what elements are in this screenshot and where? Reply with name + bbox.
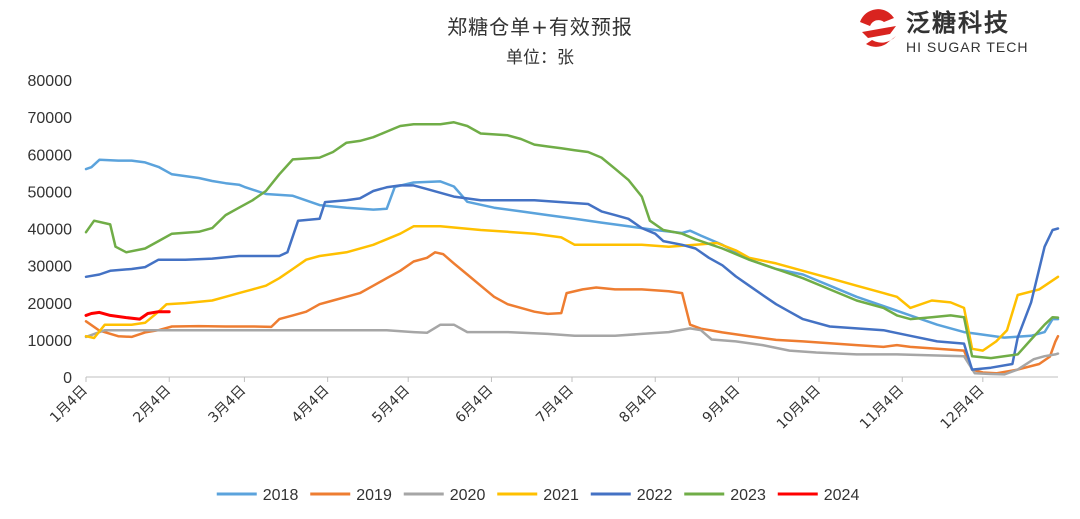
legend: 2018 2019 2020 2021 2022 2023 2024 [216,487,860,504]
legend-label: 2018 [263,487,299,504]
series-layer [84,121,1060,376]
y-tick-label: 50000 [28,184,73,201]
y-tick-label: 60000 [28,147,73,164]
y-tick-label: 0 [63,370,72,387]
legend-item-2022: 2022 [590,487,673,504]
x-tick-label: 5月4日 [369,383,413,427]
legend-label: 2022 [637,487,673,504]
y-axis: 0 10000 20000 30000 40000 50000 60000 70000 8000… [28,73,73,387]
legend-label: 2020 [450,487,486,504]
x-tick-label: 2月4日 [130,383,174,427]
legend-item-2023: 2023 [684,487,766,504]
legend-item-2020: 2020 [403,487,486,504]
x-tick-label: 12月4日 [938,383,988,433]
logo-name-cn: 泛糖科技 [906,9,1010,37]
y-tick-label: 70000 [28,110,73,127]
legend-label: 2023 [730,487,766,504]
chart-title: 郑糖仓单+有效预报 [447,15,633,39]
legend-item-2021: 2021 [497,487,579,504]
chart-subtitle: 单位：张 [506,48,574,68]
x-tick-label: 11月4日 [857,383,907,433]
x-tick-label: 4月4日 [289,383,333,427]
logo-name-en: HI SUGAR TECH [906,39,1028,55]
y-tick-label: 40000 [28,222,73,239]
series-line-2024 [84,310,171,321]
series-line-2021 [84,225,1060,352]
series-line-2018 [84,158,1060,339]
legend-label: 2021 [543,487,579,504]
legend-item-2018: 2018 [216,487,299,504]
y-tick-label: 10000 [28,333,73,350]
logo-mark-icon [858,8,898,48]
legend-item-2019: 2019 [310,487,392,504]
series-line-2019 [84,251,1060,375]
y-tick-label: 80000 [28,73,73,90]
series-line-2023 [84,121,1060,360]
x-tick-label: 6月4日 [453,383,497,427]
x-tick-label: 1月4日 [47,383,91,427]
x-tick-label: 8月4日 [616,383,660,427]
legend-item-2024: 2024 [777,487,860,504]
x-tick-label: 10月4日 [774,383,824,433]
series-line-2020 [84,323,1060,376]
legend-label: 2019 [356,487,392,504]
logo: 泛糖科技 HI SUGAR TECH [858,8,1028,55]
x-axis: 1月4日 2月4日 3月4日 4月4日 5月4日 6月4日 7月4日 8月4日 9月4日 10月4… [47,376,1058,433]
y-tick-label: 30000 [28,259,73,276]
x-tick-label: 3月4日 [206,383,250,427]
y-tick-label: 20000 [28,296,73,313]
x-tick-label: 7月4日 [533,383,577,427]
legend-label: 2024 [824,487,860,504]
x-tick-label: 9月4日 [700,383,744,427]
series-line-2022 [84,184,1060,371]
